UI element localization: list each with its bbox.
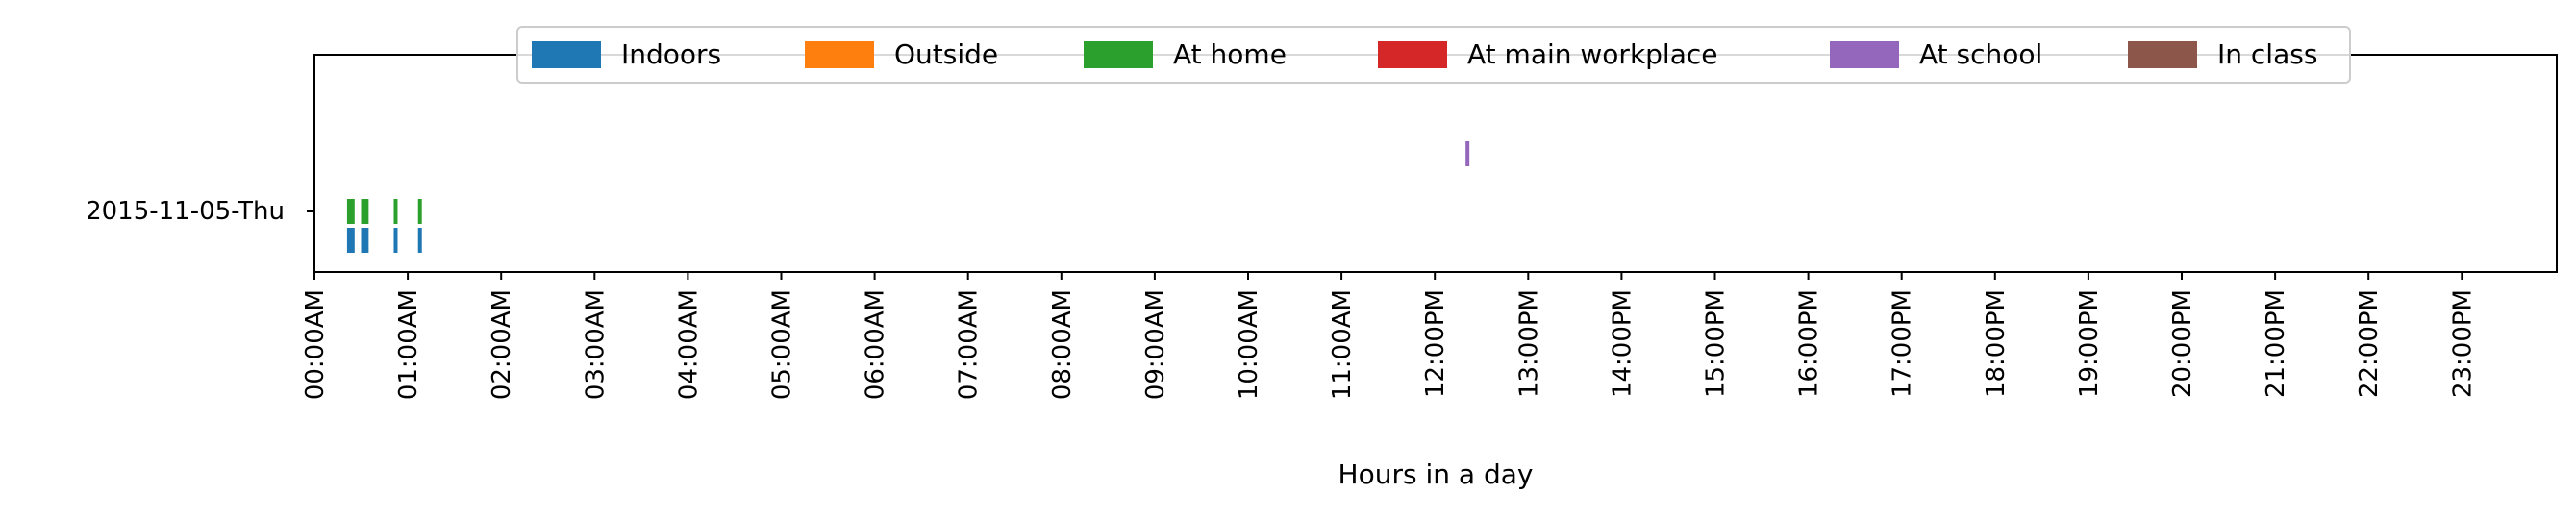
x-tick-label: 05:00AM	[768, 289, 797, 400]
axes-frame	[313, 54, 2558, 273]
x-axis-label: Hours in a day	[1338, 458, 1534, 490]
y-axis: 2015-11-05-Thu	[86, 197, 314, 226]
legend-label: At main workplace	[1467, 38, 1718, 70]
legend-swatch	[1084, 41, 1153, 68]
x-tick-label: 20:00PM	[2168, 289, 2197, 398]
x-tick-label: 19:00PM	[2075, 289, 2104, 398]
x-tick-label: 06:00AM	[862, 289, 890, 400]
legend-swatch	[1378, 41, 1447, 68]
x-tick-label: 08:00AM	[1048, 289, 1077, 400]
legend-swatch	[805, 41, 874, 68]
legend-label: At home	[1173, 38, 1287, 70]
x-tick-label: 23:00PM	[2448, 289, 2477, 398]
event-marks	[346, 141, 1470, 253]
x-tick-label: 17:00PM	[1888, 289, 1917, 398]
x-tick-label: 07:00AM	[955, 289, 984, 400]
x-tick-label: 10:00AM	[1235, 289, 1263, 400]
legend-label: At school	[1919, 38, 2042, 70]
legend-swatch	[1830, 41, 1899, 68]
x-tick-label: 15:00PM	[1702, 289, 1731, 398]
legend-label: Outside	[894, 38, 998, 70]
x-tick-label: 14:00PM	[1608, 289, 1637, 398]
x-tick-label: 12:00PM	[1421, 289, 1450, 398]
plot-area	[313, 54, 2558, 273]
x-axis: 00:00AM 01:00AM 02:00AM 03:00AM 04:00AM 05:00…	[301, 272, 2477, 400]
x-tick-label: 00:00AM	[301, 289, 330, 400]
x-tick-label: 02:00AM	[488, 289, 516, 400]
legend-swatch	[532, 41, 601, 68]
y-tick-label: 2015-11-05-Thu	[86, 197, 285, 226]
x-tick-label: 21:00PM	[2262, 289, 2290, 398]
x-tick-label: 01:00AM	[394, 289, 423, 400]
x-tick-label: 18:00PM	[1982, 289, 2011, 398]
x-tick-label: 09:00AM	[1141, 289, 1170, 400]
x-tick-label: 22:00PM	[2355, 289, 2384, 398]
x-tick-label: 13:00PM	[1514, 289, 1543, 398]
x-tick-label: 16:00PM	[1795, 289, 1824, 398]
x-tick-label: 11:00AM	[1328, 289, 1357, 400]
legend-label: Indoors	[621, 38, 721, 70]
x-tick-label: 04:00AM	[674, 289, 703, 400]
x-tick-label: 03:00AM	[581, 289, 610, 400]
legend: Indoors Outside At home At main workplace At…	[516, 26, 2351, 84]
legend-label: In class	[2217, 38, 2317, 70]
legend-swatch	[2128, 41, 2197, 68]
